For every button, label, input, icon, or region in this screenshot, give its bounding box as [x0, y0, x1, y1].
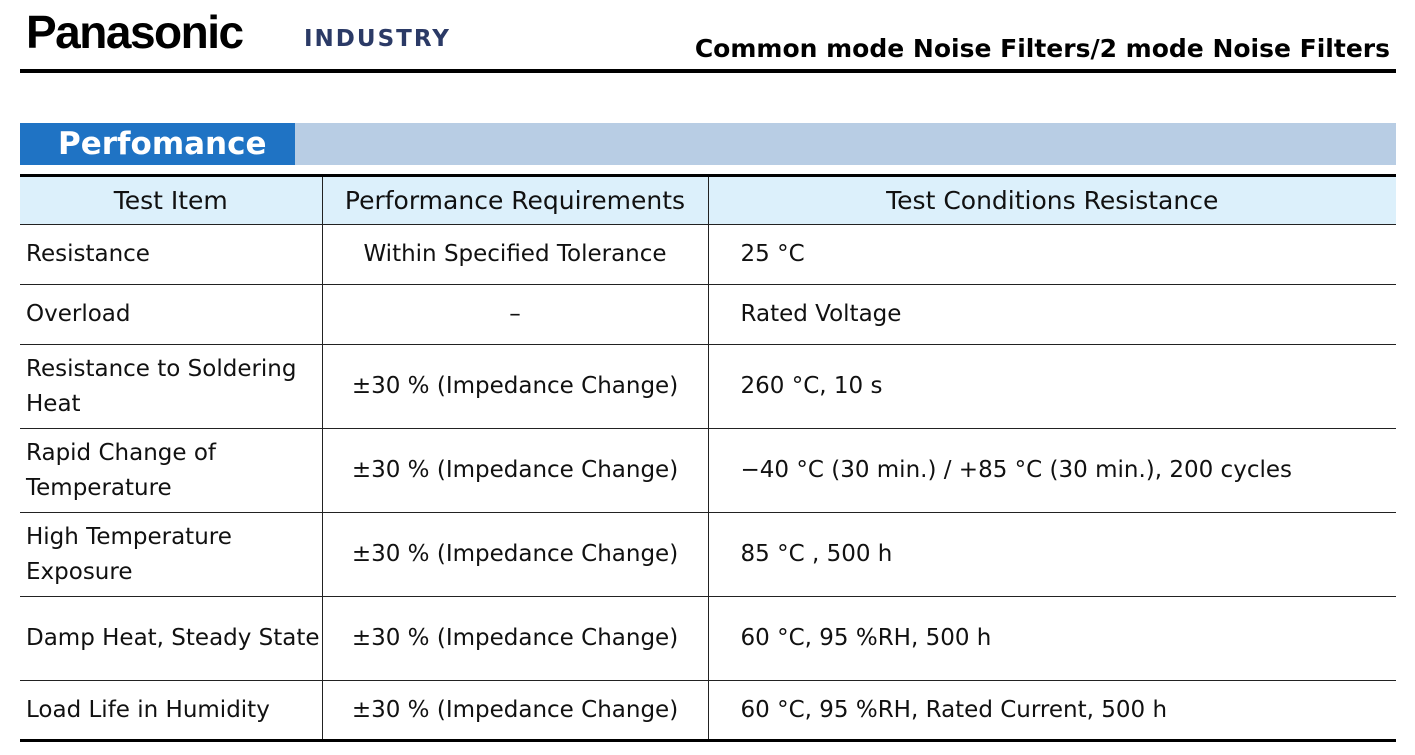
requirement-cell: –: [321, 284, 708, 345]
table-row: Rapid Change of Temperature ±30 % (Imped…: [20, 428, 1396, 513]
requirement-cell: Within Specified Tolerance: [321, 224, 708, 285]
table-row: Damp Heat, Steady State ±30 % (Impedance…: [20, 596, 1396, 681]
condition-cell: Rated Voltage: [707, 284, 1396, 345]
condition-cell: −40 °C (30 min.) / +85 °C (30 min.), 200…: [707, 428, 1396, 513]
column-header-test-conditions: Test Conditions Resistance: [707, 174, 1396, 225]
section-title: Perfomance: [20, 123, 295, 165]
test-item-cell: Load Life in Humidity: [20, 680, 322, 742]
performance-table: Test Item Performance Requirements Test …: [20, 174, 1396, 742]
table-row: Load Life in Humidity ±30 % (Impedance C…: [20, 680, 1396, 742]
table-row: Resistance to Soldering Heat ±30 % (Impe…: [20, 344, 1396, 429]
requirement-cell: ±30 % (Impedance Change): [321, 344, 708, 429]
column-header-test-item: Test Item: [20, 174, 322, 225]
condition-cell: 60 °C, 95 %RH, 500 h: [707, 596, 1396, 681]
test-item-cell: Overload: [20, 284, 322, 345]
brand-subtitle: INDUSTRY: [304, 26, 451, 52]
requirement-cell: ±30 % (Impedance Change): [321, 512, 708, 597]
test-item-cell: Resistance: [20, 224, 322, 285]
condition-cell: 25 °C: [707, 224, 1396, 285]
test-item-cell: Rapid Change of Temperature: [20, 428, 322, 513]
requirement-cell: ±30 % (Impedance Change): [321, 428, 708, 513]
column-header-performance-requirements: Performance Requirements: [321, 174, 708, 225]
brand-logo: Panasonic: [26, 6, 244, 58]
table-header-row: Test Item Performance Requirements Test …: [20, 174, 1396, 225]
condition-cell: 260 °C, 10 s: [707, 344, 1396, 429]
requirement-cell: ±30 % (Impedance Change): [321, 680, 708, 742]
page-header: Panasonic INDUSTRY Common mode Noise Fil…: [0, 0, 1415, 76]
test-item-cell: Damp Heat, Steady State: [20, 596, 322, 681]
header-divider: [20, 69, 1396, 73]
test-item-cell: High Temperature Exposure: [20, 512, 322, 597]
table-row: Resistance Within Specified Tolerance 25…: [20, 224, 1396, 285]
document-title: Common mode Noise Filters/2 mode Noise F…: [694, 34, 1390, 63]
requirement-cell: ±30 % (Impedance Change): [321, 596, 708, 681]
test-item-cell: Resistance to Soldering Heat: [20, 344, 322, 429]
table-row: High Temperature Exposure ±30 % (Impedan…: [20, 512, 1396, 597]
condition-cell: 85 °C , 500 h: [707, 512, 1396, 597]
table-row: Overload – Rated Voltage: [20, 284, 1396, 345]
condition-cell: 60 °C, 95 %RH, Rated Current, 500 h: [707, 680, 1396, 742]
